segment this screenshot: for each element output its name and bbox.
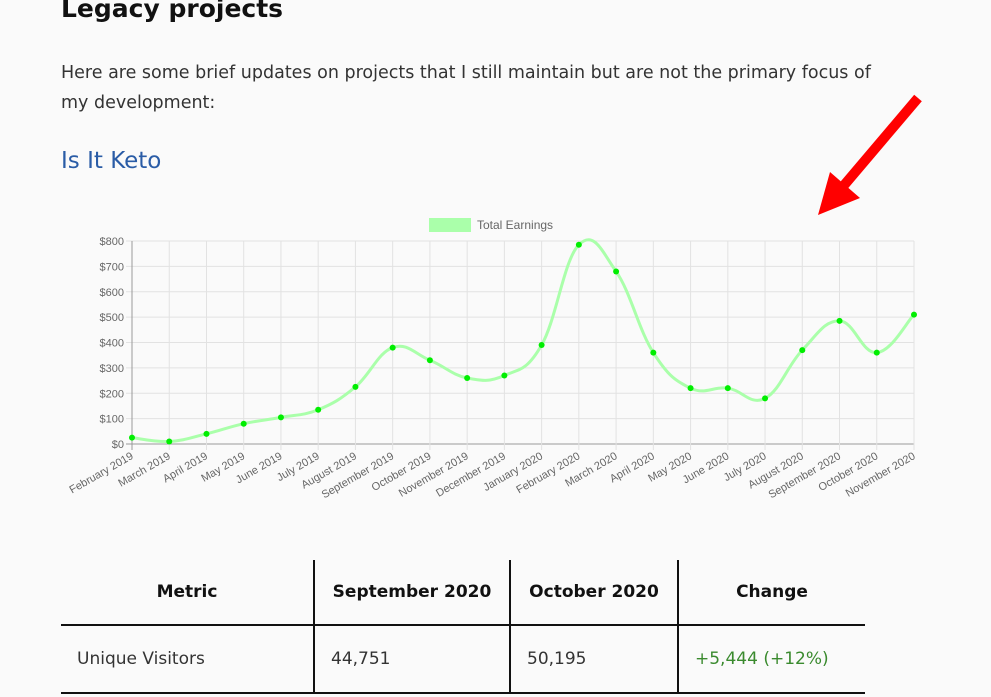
data-point [575, 241, 582, 248]
cell-october-value: 50,195 [509, 625, 678, 694]
y-tick-label: $700 [100, 261, 124, 273]
cell-metric: Unique Visitors [61, 625, 314, 694]
data-point [166, 438, 173, 445]
data-point [315, 406, 322, 413]
cell-change: +5,444 (+12%) [677, 625, 865, 694]
data-point [650, 349, 657, 356]
intro-paragraph: Here are some brief updates on projects … [61, 63, 871, 113]
y-tick-label: $100 [100, 414, 124, 426]
column-header-change: Change [677, 560, 865, 626]
section-heading: Legacy projects [61, 0, 284, 23]
y-tick-label: $300 [100, 363, 124, 375]
data-point [724, 385, 731, 392]
y-tick-label: $400 [100, 338, 124, 350]
project-link-is-it-keto[interactable]: Is It Keto [61, 148, 162, 174]
y-tick-label: $800 [100, 236, 124, 248]
cell-september-value: 44,751 [313, 625, 510, 694]
data-point [613, 268, 620, 275]
legend-swatch [429, 218, 471, 232]
data-point [426, 357, 433, 364]
data-point [240, 420, 247, 427]
data-point [836, 317, 843, 324]
data-point [799, 347, 806, 354]
earnings-line-chart: $0$100$200$300$400$500$600$700$800Februa… [68, 218, 918, 501]
table-header-row: Metric September 2020 October 2020 Chang… [61, 560, 865, 626]
red-arrow-icon [818, 94, 922, 215]
series-line-total-earnings [131, 238, 916, 444]
y-tick-label: $0 [112, 439, 124, 451]
data-point [538, 342, 545, 349]
data-point [501, 372, 508, 379]
data-point [762, 395, 769, 402]
column-header-october-2020: October 2020 [509, 560, 678, 626]
legend-label: Total Earnings [477, 218, 553, 232]
data-point [389, 344, 396, 351]
data-point [129, 434, 135, 441]
data-point [203, 430, 210, 437]
table-row: Unique Visitors 44,751 50,195 +5,444 (+1… [61, 625, 865, 694]
y-tick-label: $200 [100, 388, 124, 400]
data-point [687, 385, 694, 392]
y-tick-label: $500 [100, 312, 124, 324]
y-tick-label: $600 [100, 287, 124, 299]
data-point [352, 383, 359, 390]
metrics-table: Metric September 2020 October 2020 Chang… [61, 560, 865, 694]
data-point [873, 349, 880, 356]
data-point [911, 311, 917, 318]
column-header-metric: Metric [61, 560, 314, 626]
data-point [464, 375, 471, 382]
column-header-september-2020: September 2020 [313, 560, 510, 626]
data-point [277, 414, 284, 421]
